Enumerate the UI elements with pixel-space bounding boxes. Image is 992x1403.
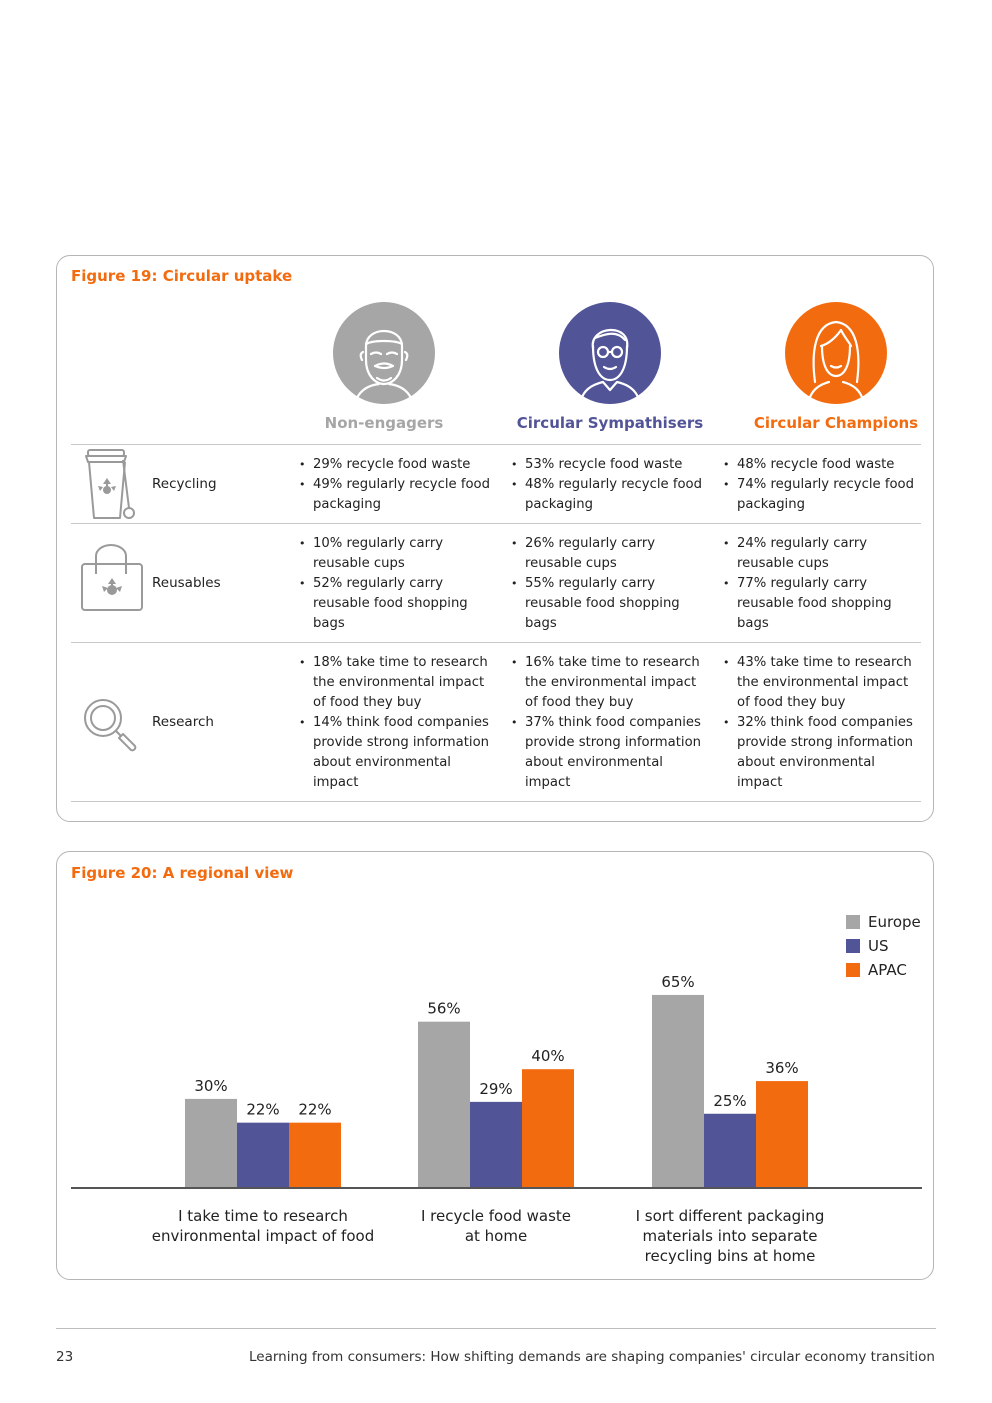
list-item: 32% think food companies provide strong … xyxy=(721,713,921,793)
circular-champion-avatar-icon xyxy=(785,302,887,404)
bar-apac xyxy=(289,1122,341,1188)
cell-research-champions: 43% take time to research the environmen… xyxy=(721,653,921,793)
chart-legend: Europe US APAC xyxy=(846,910,921,982)
list-item: 29% recycle food waste xyxy=(297,455,497,475)
cell-recycling-non-engagers: 29% recycle food waste49% regularly recy… xyxy=(297,455,497,515)
category-label: I recycle food waste xyxy=(421,1207,571,1225)
bar-us xyxy=(704,1113,756,1188)
footer-text: Learning from consumers: How shifting de… xyxy=(249,1349,935,1365)
list-item: 48% recycle food waste xyxy=(721,455,921,475)
cell-reusables-champions: 24% regularly carry reusable cups77% reg… xyxy=(721,534,921,634)
table-divider xyxy=(71,523,921,524)
cell-reusables-sympathisers: 26% regularly carry reusable cups55% reg… xyxy=(509,534,709,634)
list-item: 18% take time to research the environmen… xyxy=(297,653,497,713)
legend-label: Europe xyxy=(868,913,921,931)
list-item: 24% regularly carry reusable cups xyxy=(721,534,921,574)
legend-swatch xyxy=(846,939,860,953)
category-label: materials into separate xyxy=(643,1227,818,1245)
segment-name-circular-sympathisers: Circular Sympathisers xyxy=(516,414,704,432)
bar-europe xyxy=(185,1098,237,1188)
category-label: at home xyxy=(465,1227,527,1245)
data-label: 29% xyxy=(479,1080,512,1098)
magnifier-icon xyxy=(84,699,137,752)
bar-us xyxy=(470,1101,522,1188)
data-label: 22% xyxy=(246,1101,279,1119)
list-item: 49% regularly recycle food packaging xyxy=(297,475,497,515)
circular-sympathiser-avatar-icon xyxy=(559,302,661,404)
data-label: 56% xyxy=(427,1000,460,1018)
footer-divider xyxy=(56,1328,936,1329)
list-item: 10% regularly carry reusable cups xyxy=(297,534,497,574)
legend-item-us: US xyxy=(846,934,921,958)
regional-bar-chart: 30% 22% 22% I take time to research environm… xyxy=(71,973,922,1265)
data-label: 25% xyxy=(713,1092,746,1110)
figure-19-title: Figure 19: Circular uptake xyxy=(71,267,293,285)
legend-label: US xyxy=(868,937,889,955)
bar-europe xyxy=(418,1021,470,1188)
cell-recycling-champions: 48% recycle food waste74% regularly recy… xyxy=(721,455,921,515)
list-item: 16% take time to research the environmen… xyxy=(509,653,709,713)
legend-item-apac: APAC xyxy=(846,958,921,982)
non-engager-avatar-icon xyxy=(333,302,435,404)
category-label: recycling bins at home xyxy=(645,1247,816,1265)
table-divider xyxy=(71,801,921,802)
list-item: 53% recycle food waste xyxy=(509,455,709,475)
row-label-research: Research xyxy=(152,714,214,730)
data-label: 30% xyxy=(194,1077,227,1095)
figure-20-panel: Figure 20: A regional view 30% 22% 22% I ta… xyxy=(56,851,934,1280)
list-item: 43% take time to research the environmen… xyxy=(721,653,921,713)
list-item: 14% think food companies provide strong … xyxy=(297,713,497,793)
row-label-reusables: Reusables xyxy=(152,575,221,591)
bar-europe xyxy=(652,994,704,1188)
list-item: 52% regularly carry reusable food shoppi… xyxy=(297,574,497,634)
row-label-recycling: Recycling xyxy=(152,476,217,492)
figure-20-title: Figure 20: A regional view xyxy=(71,864,294,882)
list-item: 77% regularly carry reusable food shoppi… xyxy=(721,574,921,634)
data-label: 22% xyxy=(298,1101,331,1119)
data-label: 36% xyxy=(765,1059,798,1077)
bar-apac xyxy=(756,1081,808,1188)
legend-label: APAC xyxy=(868,961,907,979)
legend-item-europe: Europe xyxy=(846,910,921,934)
segment-name-non-engagers: Non-engagers xyxy=(324,414,444,432)
recycling-bin-icon xyxy=(85,449,135,519)
data-label: 65% xyxy=(661,973,694,991)
segment-name-circular-champions: Circular Champions xyxy=(753,414,919,432)
cell-recycling-sympathisers: 53% recycle food waste48% regularly recy… xyxy=(509,455,709,515)
legend-swatch xyxy=(846,915,860,929)
data-label: 40% xyxy=(531,1047,564,1065)
category-label: I sort different packaging xyxy=(636,1207,825,1225)
cell-reusables-non-engagers: 10% regularly carry reusable cups52% reg… xyxy=(297,534,497,634)
bar-us xyxy=(237,1122,289,1188)
bar-apac xyxy=(522,1069,574,1188)
shopping-bag-icon xyxy=(81,544,143,611)
list-item: 37% think food companies provide strong … xyxy=(509,713,709,793)
legend-swatch xyxy=(846,963,860,977)
list-item: 48% regularly recycle food packaging xyxy=(509,475,709,515)
category-label: environmental impact of food xyxy=(152,1227,374,1245)
table-divider xyxy=(71,444,921,445)
figure-19-panel: Figure 19: Circular uptake xyxy=(56,255,934,822)
list-item: 26% regularly carry reusable cups xyxy=(509,534,709,574)
list-item: 74% regularly recycle food packaging xyxy=(721,475,921,515)
cell-research-non-engagers: 18% take time to research the environmen… xyxy=(297,653,497,793)
list-item: 55% regularly carry reusable food shoppi… xyxy=(509,574,709,634)
page-number: 23 xyxy=(56,1349,74,1365)
cell-research-sympathisers: 16% take time to research the environmen… xyxy=(509,653,709,793)
table-divider xyxy=(71,642,921,643)
category-label: I take time to research xyxy=(178,1207,348,1225)
